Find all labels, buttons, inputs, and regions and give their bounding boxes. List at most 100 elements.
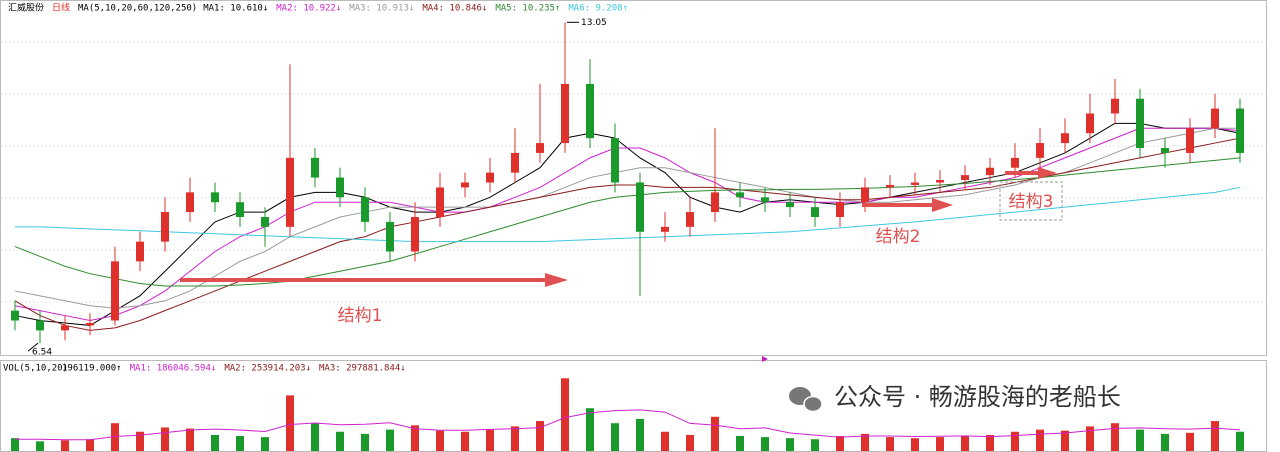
volume-bar	[111, 423, 119, 451]
volume-bar	[1061, 430, 1069, 451]
annotation: 结构1	[338, 306, 383, 326]
volume-bar	[361, 433, 369, 451]
volume-bar	[386, 429, 394, 451]
candle-body	[1011, 157, 1019, 168]
volume-bar	[336, 431, 344, 451]
ma-legend: MA2: 10.922↓	[276, 4, 341, 14]
plot: 13.05 6.54	[11, 18, 1244, 451]
period: 日线	[52, 2, 70, 14]
indicator: MA(5,10,20,60,120,250)	[78, 4, 197, 14]
candle-body	[536, 143, 544, 153]
volume-bar	[1236, 431, 1244, 451]
stock-name: 汇威股份	[8, 2, 44, 14]
candle-body	[461, 182, 469, 188]
candle-body	[411, 217, 419, 252]
candle-body	[736, 192, 744, 198]
candle-body	[236, 202, 244, 217]
candle-body	[361, 197, 369, 222]
selection-box	[999, 181, 1063, 221]
candle-body	[786, 202, 794, 208]
volume-bar	[61, 440, 69, 451]
vol-current: 196119.000↑	[62, 364, 122, 374]
candle-body	[886, 184, 894, 188]
volume-bar	[961, 436, 969, 451]
vol-header: VOL(5,10,20) 196119.000↑ MA1: 186046.594…	[3, 364, 406, 374]
candle-body	[161, 212, 169, 242]
vol-legend: MA1: 186046.594↓	[130, 364, 217, 374]
candle-body	[911, 182, 919, 185]
ma-legend: MA5: 10.235↑	[495, 4, 560, 14]
volume-bar	[911, 438, 919, 451]
candle-body	[11, 310, 19, 321]
volume-bar	[1111, 423, 1119, 451]
volume-bar	[1161, 433, 1169, 451]
volume-bar	[761, 437, 769, 451]
candle-body	[811, 207, 819, 217]
candle-body	[436, 187, 444, 217]
volume-bar	[786, 438, 794, 451]
ma-line	[14, 127, 1241, 322]
volume-bar	[261, 437, 269, 451]
volume-bar	[286, 395, 294, 451]
volume-bar	[161, 427, 169, 451]
volume-bar	[636, 418, 644, 451]
candle-body	[1236, 108, 1244, 153]
candle-body	[336, 177, 344, 198]
candle-body	[1211, 108, 1219, 129]
volume-bar	[536, 421, 544, 451]
volume-bar	[211, 434, 219, 451]
grid	[1, 41, 1266, 303]
volume-bar	[611, 423, 619, 451]
marker	[762, 356, 768, 362]
ma-line	[14, 157, 1241, 287]
candle-body	[111, 261, 119, 321]
candle-body	[936, 180, 944, 183]
annotation-1: 结构1	[180, 273, 568, 326]
candle-body	[686, 212, 694, 227]
volume-bar	[1186, 432, 1194, 451]
volume-bar	[1211, 421, 1219, 451]
watermark-text: 公众号 · 畅游股海的老船长	[834, 383, 1121, 411]
ma-legend: MA6: 9.208↑	[568, 4, 628, 14]
candle-body	[1036, 143, 1044, 158]
candle-body	[836, 202, 844, 217]
volume-bar	[886, 437, 894, 451]
candle-body	[711, 192, 719, 213]
volume-bar	[486, 429, 494, 451]
volume-bar	[561, 378, 569, 451]
low-label: 6.54	[32, 348, 52, 358]
volume-bar	[86, 439, 94, 451]
volume-bar	[736, 436, 744, 451]
volume-bar	[311, 423, 319, 451]
volume-bar	[36, 441, 44, 451]
annotation: 结构2	[876, 227, 921, 247]
extreme-pointer	[27, 342, 39, 352]
high-label: 13.05	[581, 18, 607, 28]
volume-bar	[986, 434, 994, 451]
volume-bar	[1011, 431, 1019, 451]
candle-body	[586, 83, 594, 139]
annotation-3: 结构3	[999, 167, 1063, 221]
volume-bar	[11, 438, 19, 451]
candle-body	[861, 187, 869, 203]
candle-body	[661, 226, 669, 232]
watermark: 公众号 · 畅游股海的老船长	[789, 383, 1121, 413]
volume-bar	[586, 408, 594, 451]
ma-legend: MA1: 10.610↓	[203, 4, 268, 14]
candle-body	[1161, 148, 1169, 153]
ma-header: 汇威股份 日线 MA(5,10,20,60,120,250) MA1: 10.6…	[8, 2, 628, 14]
annotation: 结构3	[1009, 192, 1054, 212]
candle-body	[611, 138, 619, 183]
ma-legend: MA3: 10.913↓	[349, 4, 414, 14]
candle-body	[261, 217, 269, 227]
volume-bar	[186, 428, 194, 451]
volume-bar	[1086, 426, 1094, 451]
annotation-2: 结构2	[862, 198, 953, 247]
candle-body	[211, 192, 219, 203]
candle-body	[286, 157, 294, 227]
arrow-head	[545, 273, 568, 287]
volume-bar	[236, 436, 244, 451]
volume-bar	[1136, 429, 1144, 451]
